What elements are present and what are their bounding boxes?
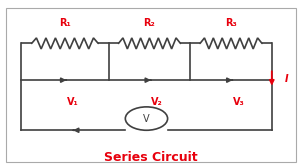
Text: I: I	[285, 74, 289, 84]
Text: R₂: R₂	[144, 18, 155, 28]
Text: V₃: V₃	[233, 97, 244, 107]
Text: V₂: V₂	[151, 97, 163, 107]
Text: Series Circuit: Series Circuit	[104, 151, 198, 164]
Text: V: V	[143, 114, 150, 124]
Text: R₃: R₃	[225, 18, 237, 28]
FancyBboxPatch shape	[6, 8, 296, 162]
Text: R₁: R₁	[59, 18, 71, 28]
Text: V₁: V₁	[67, 97, 78, 107]
